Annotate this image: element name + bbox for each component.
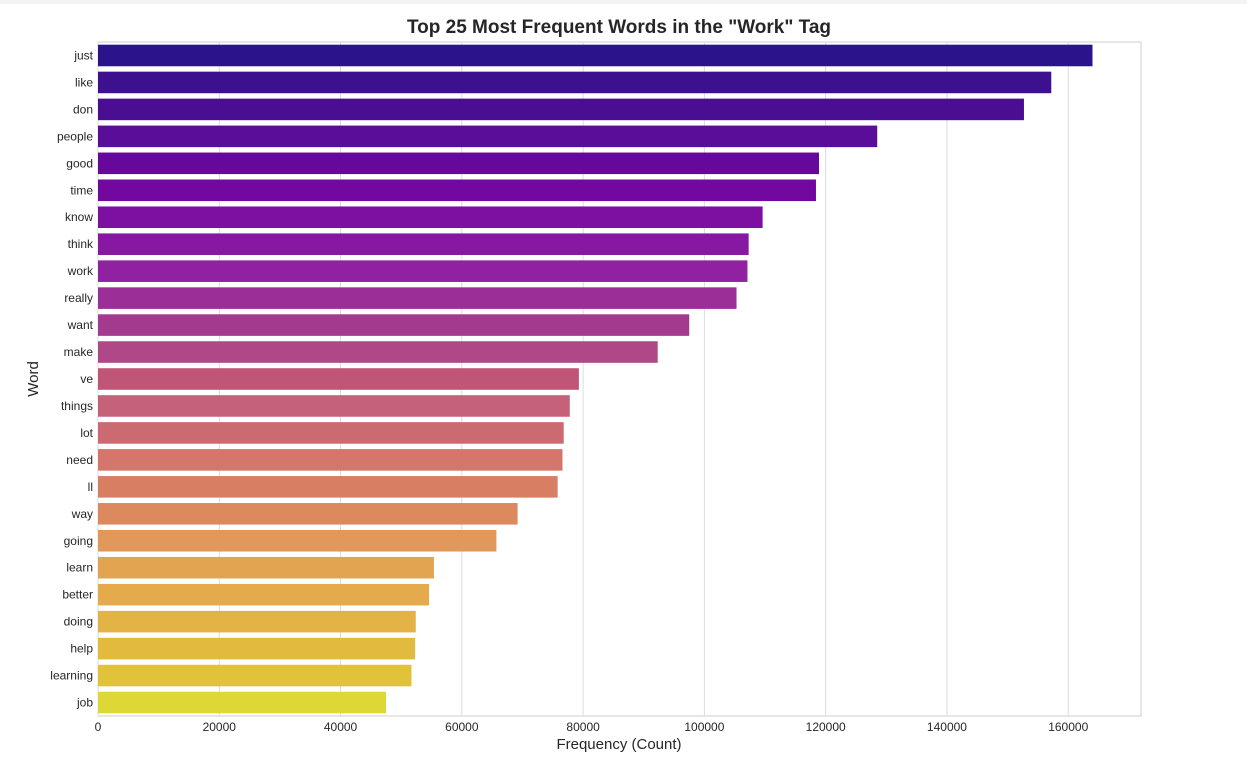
bar-people bbox=[98, 125, 878, 148]
window-top-strip bbox=[0, 0, 1247, 4]
x-tick-label: 60000 bbox=[445, 720, 479, 734]
y-tick-label: good bbox=[66, 156, 93, 170]
y-tick-label: ve bbox=[80, 372, 93, 386]
y-tick-label: lot bbox=[80, 426, 93, 440]
y-tick-label: want bbox=[67, 318, 94, 332]
y-tick-label: going bbox=[64, 534, 93, 548]
y-tick-label: better bbox=[62, 588, 93, 602]
y-tick-label: don bbox=[73, 102, 93, 116]
bar-going bbox=[98, 529, 497, 552]
x-tick-labels: 0 20000 40000 60000 80000 100000 120000 140000 1… bbox=[95, 720, 1089, 734]
bar-good bbox=[98, 152, 820, 175]
y-tick-label: time bbox=[70, 183, 93, 197]
y-tick-label: make bbox=[64, 345, 94, 359]
y-tick-label: doing bbox=[64, 615, 93, 629]
bar-better bbox=[98, 583, 430, 606]
bar-need bbox=[98, 449, 563, 471]
bar-learning bbox=[98, 664, 412, 687]
bar-want bbox=[98, 314, 690, 336]
x-tick-label: 20000 bbox=[203, 720, 237, 734]
bar-work bbox=[98, 260, 748, 282]
y-tick-label: learn bbox=[66, 561, 93, 575]
bar-know bbox=[98, 206, 763, 229]
bar-ll bbox=[98, 476, 558, 498]
y-axis-label: Word bbox=[25, 361, 42, 397]
y-tick-label: learning bbox=[50, 669, 93, 683]
x-tick-label: 160000 bbox=[1048, 720, 1088, 734]
y-tick-label: need bbox=[66, 453, 93, 467]
chart-title: Top 25 Most Frequent Words in the "Work"… bbox=[407, 17, 831, 38]
bar-ve bbox=[98, 368, 579, 390]
x-tick-label: 40000 bbox=[324, 720, 358, 734]
bar-really bbox=[98, 287, 737, 309]
y-tick-label: know bbox=[65, 210, 93, 224]
x-tick-label: 0 bbox=[95, 720, 102, 734]
y-tick-labels: just like don people good time know think work re… bbox=[50, 48, 94, 709]
bar-things bbox=[98, 395, 570, 417]
y-tick-label: way bbox=[71, 507, 93, 521]
bar-like bbox=[98, 71, 1052, 94]
y-tick-label: think bbox=[68, 237, 94, 251]
x-tick-label: 140000 bbox=[927, 720, 967, 734]
bar-think bbox=[98, 233, 749, 255]
y-tick-label: just bbox=[73, 48, 93, 62]
bar-make bbox=[98, 341, 658, 363]
y-tick-label: job bbox=[76, 696, 93, 710]
y-tick-label: things bbox=[61, 399, 93, 413]
x-tick-label: 80000 bbox=[566, 720, 600, 734]
bar-doing bbox=[98, 610, 416, 633]
bar-time bbox=[98, 179, 816, 202]
bar-just bbox=[98, 44, 1093, 67]
y-tick-label: like bbox=[75, 75, 93, 89]
y-tick-label: people bbox=[57, 129, 93, 143]
y-tick-label: work bbox=[67, 264, 94, 278]
bar-don bbox=[98, 98, 1024, 121]
bars bbox=[98, 44, 1093, 714]
bar-lot bbox=[98, 422, 564, 444]
y-tick-label: really bbox=[64, 291, 93, 305]
bar-learn bbox=[98, 556, 434, 579]
bar-help bbox=[98, 637, 416, 660]
x-tick-label: 100000 bbox=[684, 720, 724, 734]
x-axis-label: Frequency (Count) bbox=[556, 736, 681, 753]
y-tick-label: ll bbox=[88, 480, 93, 494]
bar-way bbox=[98, 503, 518, 525]
bar-job bbox=[98, 691, 387, 714]
y-tick-label: help bbox=[70, 642, 93, 656]
x-tick-label: 120000 bbox=[806, 720, 846, 734]
